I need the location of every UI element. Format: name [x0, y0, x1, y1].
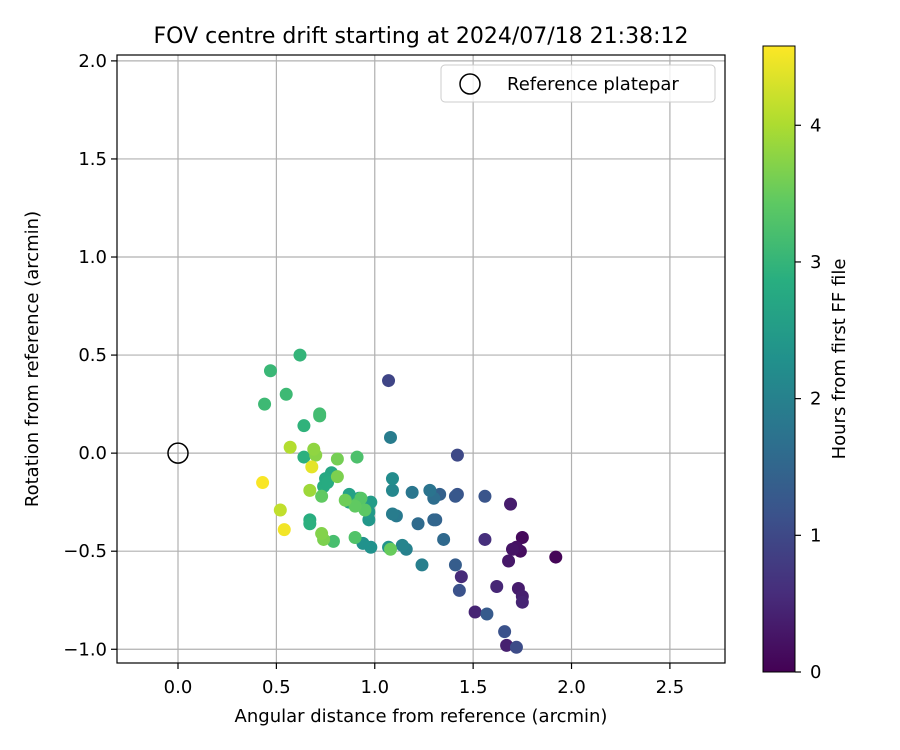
data-point	[384, 542, 398, 556]
data-point	[385, 472, 399, 486]
legend: Reference platepar	[440, 64, 716, 103]
y-tick-label: 1.0	[78, 247, 107, 268]
data-point	[321, 476, 335, 490]
data-point	[297, 450, 311, 464]
x-axis-ticks: 0.0 0.5 1.0 1.5 2.0 2.5	[164, 663, 685, 698]
data-point	[297, 419, 311, 433]
y-tick-label: 0.0	[78, 443, 107, 464]
data-point	[283, 440, 297, 454]
data-point	[505, 542, 519, 556]
x-axis-label: Angular distance from reference (arcmin)	[235, 706, 608, 727]
y-axis-ticks: −1.0 −0.5 0.0 0.5 1.0 1.5 2.0	[63, 51, 117, 660]
colorbar-tick-label: 1	[810, 525, 821, 546]
data-point	[293, 348, 307, 362]
x-tick-label: 0.0	[164, 677, 193, 698]
data-point	[385, 483, 399, 497]
data-point	[448, 489, 462, 503]
data-point	[437, 532, 451, 546]
x-tick-label: 2.0	[557, 677, 586, 698]
chart-title: FOV centre drift starting at 2024/07/18 …	[154, 24, 689, 49]
data-point	[502, 554, 516, 568]
data-point	[448, 558, 462, 572]
grid	[117, 55, 725, 663]
data-point	[504, 497, 518, 511]
colorbar-tick-label: 2	[810, 389, 821, 410]
data-point	[490, 580, 504, 594]
data-point	[326, 534, 340, 548]
legend-box	[440, 64, 716, 103]
data-point	[549, 550, 563, 564]
legend-reference-marker	[459, 73, 481, 95]
data-point	[454, 570, 468, 584]
plot-frame	[116, 54, 726, 664]
data-point	[382, 374, 396, 388]
data-point	[273, 503, 287, 517]
data-point	[330, 452, 344, 466]
data-point	[515, 595, 529, 609]
data-point	[348, 499, 362, 513]
colorbar-label: Hours from first FF file	[829, 259, 850, 460]
data-point	[313, 407, 327, 421]
data-point	[468, 605, 482, 619]
colorbar-tick-label: 4	[810, 115, 821, 136]
data-point	[350, 450, 364, 464]
x-tick-label: 1.5	[459, 677, 488, 698]
x-tick-label: 0.5	[262, 677, 291, 698]
data-point	[478, 489, 492, 503]
data-point	[452, 583, 466, 597]
x-tick-label: 1.0	[360, 677, 389, 698]
data-point	[395, 538, 409, 552]
data-point	[427, 513, 441, 527]
colorbar-tick-label: 0	[810, 662, 821, 683]
data-point	[277, 523, 291, 537]
data-point	[515, 530, 529, 544]
data-point	[258, 397, 272, 411]
data-point	[385, 507, 399, 521]
reference-platepar-marker	[167, 442, 189, 464]
colorbar-tick-label: 3	[810, 252, 821, 273]
data-point	[384, 430, 398, 444]
data-point	[478, 532, 492, 546]
data-point	[498, 625, 512, 639]
data-point	[315, 527, 329, 541]
data-point	[315, 489, 329, 503]
data-point	[307, 442, 321, 456]
data-point	[303, 517, 317, 531]
data-point	[358, 503, 372, 517]
data-point	[305, 460, 319, 474]
data-point	[480, 607, 494, 621]
colorbar: 0 1 2 3 4 Hours from first FF file	[762, 45, 850, 683]
data-point	[330, 470, 344, 484]
data-point	[405, 485, 419, 499]
data-point	[415, 558, 429, 572]
y-tick-label: 0.5	[78, 345, 107, 366]
x-tick-label: 2.5	[656, 677, 685, 698]
legend-label-reference-platepar: Reference platepar	[507, 74, 679, 95]
colorbar-ticks: 0 1 2 3 4	[795, 115, 821, 683]
data-point	[256, 476, 270, 490]
data-point	[338, 493, 352, 507]
data-point	[303, 483, 317, 497]
data-point	[500, 638, 514, 652]
y-axis-label: Rotation from reference (arcmin)	[22, 211, 43, 507]
data-point	[423, 483, 437, 497]
y-tick-label: 2.0	[78, 51, 107, 72]
data-point	[450, 448, 464, 462]
colorbar-gradient	[762, 45, 796, 673]
data-point	[348, 530, 362, 544]
data-point	[279, 387, 293, 401]
y-tick-label: 1.5	[78, 149, 107, 170]
scatter-points	[256, 348, 563, 654]
y-tick-label: −1.0	[63, 639, 107, 660]
y-tick-label: −0.5	[63, 541, 107, 562]
data-point	[263, 364, 277, 378]
data-point	[411, 517, 425, 531]
data-point	[509, 640, 523, 654]
